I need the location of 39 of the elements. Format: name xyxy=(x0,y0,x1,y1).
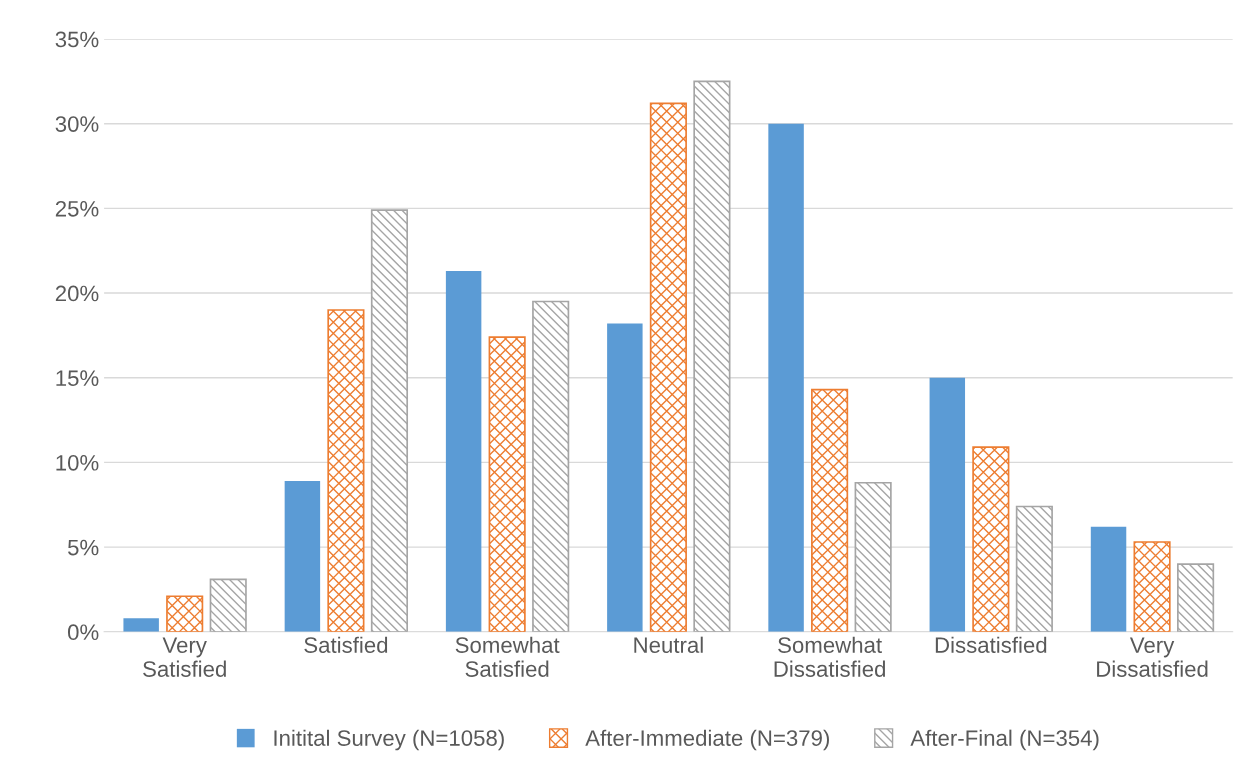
bar xyxy=(166,595,204,632)
y-tick-label: 0% xyxy=(67,624,99,641)
bar xyxy=(929,377,966,632)
x-tick-label: Very Dissatisfied xyxy=(1097,637,1208,677)
bar xyxy=(768,123,804,632)
bar xyxy=(1015,505,1053,632)
bar xyxy=(209,578,247,632)
y-tick-label: 30% xyxy=(55,116,99,132)
x-tick-label: Somewhat Satisfied xyxy=(455,636,560,677)
y-tick-label: 10% xyxy=(56,454,99,471)
bar xyxy=(1133,541,1171,632)
bar xyxy=(445,271,482,632)
x-tick-label: Dissatisfied xyxy=(935,636,1047,653)
y-tick-label: 5% xyxy=(67,539,99,556)
bar xyxy=(854,481,892,632)
y-tick-label: 35% xyxy=(55,31,99,48)
bar xyxy=(327,309,365,632)
bar xyxy=(649,102,687,632)
x-tick-label: Very Satisfied xyxy=(143,637,226,677)
x-tick-label: Neutral xyxy=(634,636,703,653)
bar xyxy=(1177,563,1215,632)
bar xyxy=(488,336,526,632)
legend-label: Initital Survey (N=1058) xyxy=(274,729,504,751)
bar xyxy=(284,481,321,632)
bar xyxy=(123,618,159,632)
bar xyxy=(532,300,570,632)
y-tick-label: 20% xyxy=(55,285,99,302)
bar xyxy=(370,209,409,632)
legend-label: After-Immediate (N=379) xyxy=(585,729,829,751)
bar xyxy=(1090,526,1127,632)
legend-label: After-Final (N=354) xyxy=(910,729,1099,751)
bar xyxy=(972,446,1010,632)
y-tick-label: 15% xyxy=(56,370,99,387)
x-tick-label: Somewhat Dissatisfied xyxy=(774,636,885,677)
bar xyxy=(607,323,643,632)
x-tick-label: Satisfied xyxy=(304,636,388,653)
bar xyxy=(693,80,731,632)
y-tick-label: 25% xyxy=(55,200,99,217)
bar xyxy=(811,388,849,632)
